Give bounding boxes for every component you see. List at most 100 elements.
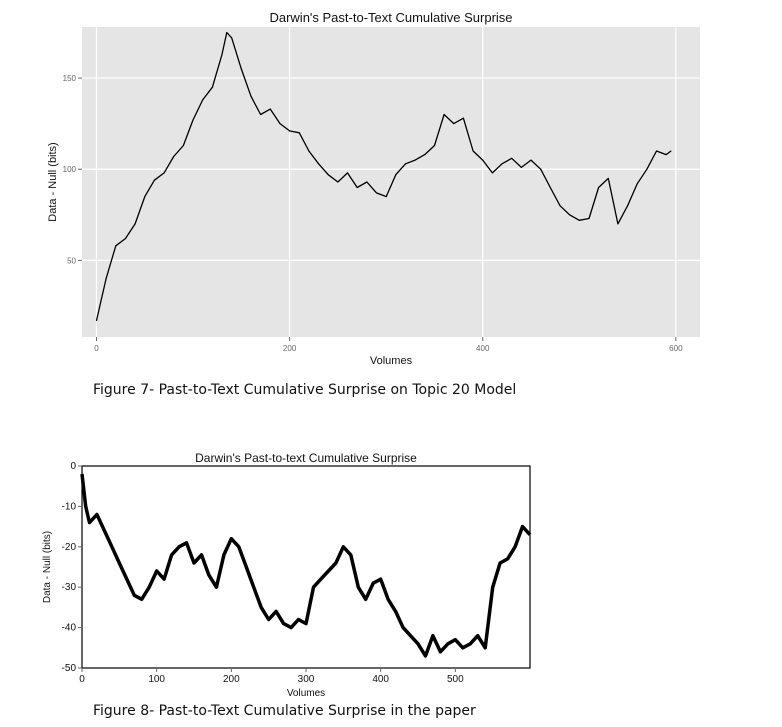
fig7-data-point bbox=[327, 174, 329, 176]
fig8-data-point bbox=[410, 635, 411, 637]
fig7-data-point bbox=[221, 53, 223, 55]
fig8-data-point bbox=[372, 582, 374, 584]
figure-8-chart: 0 100 200 300 400 500 0 -10 -20 -30 -40 -50 Darwin's… bbox=[42, 452, 532, 699]
fig8-data-point bbox=[402, 627, 404, 629]
fig8-data-point bbox=[447, 643, 449, 645]
fig7-data-point bbox=[269, 108, 271, 110]
fig8-data-point bbox=[238, 546, 240, 548]
fig8-data-point bbox=[499, 562, 501, 564]
fig8-data-point bbox=[454, 639, 456, 641]
fig7-data-point bbox=[472, 150, 474, 152]
fig7-data-point bbox=[385, 196, 387, 198]
fig7-data-point bbox=[260, 114, 262, 115]
fig8-data-point bbox=[298, 619, 299, 620]
fig8-data-point bbox=[126, 578, 128, 580]
fig7-data-point bbox=[289, 130, 291, 132]
fig7-data-point bbox=[366, 181, 368, 183]
fig7-data-point bbox=[308, 150, 310, 152]
fig8-data-point bbox=[118, 562, 120, 564]
fig8-data-point bbox=[163, 578, 165, 580]
fig8-data-point bbox=[320, 578, 322, 580]
fig7-data-point bbox=[279, 123, 281, 125]
fig7-data-point bbox=[250, 95, 252, 97]
fig8-data-point bbox=[96, 514, 98, 515]
fig8-data-point bbox=[335, 562, 337, 564]
fig8-y-tick-label: -50 bbox=[62, 663, 77, 674]
fig7-title: Darwin's Past-to-Text Cumulative Surpris… bbox=[269, 10, 512, 25]
fig7-data-point bbox=[318, 163, 320, 165]
fig7-y-tick-label: 150 bbox=[63, 74, 77, 83]
fig8-data-point bbox=[223, 554, 225, 556]
fig7-y-tick-label: 50 bbox=[67, 256, 76, 265]
fig7-data-point bbox=[501, 163, 503, 165]
figure-8-caption: Figure 8- Past-to-Text Cumulative Surpri… bbox=[93, 703, 476, 719]
fig8-data-point bbox=[171, 554, 173, 556]
fig7-data-point bbox=[530, 159, 532, 161]
fig8-data-point bbox=[350, 554, 352, 556]
fig8-x-tick-label: 100 bbox=[148, 674, 165, 685]
fig8-x-tick-label: 200 bbox=[223, 674, 240, 685]
fig8-data-point bbox=[417, 643, 419, 645]
fig8-data-point bbox=[492, 586, 494, 588]
fig8-data-point bbox=[81, 473, 83, 475]
fig8-data-point bbox=[283, 623, 285, 625]
fig8-y-tick-label: -20 bbox=[62, 542, 77, 553]
fig7-data-point bbox=[607, 177, 609, 179]
fig7-data-point bbox=[125, 238, 126, 239]
fig8-data-point bbox=[215, 586, 217, 588]
fig8-data-point bbox=[103, 530, 105, 532]
fig8-data-point bbox=[469, 643, 471, 645]
fig7-data-point bbox=[96, 320, 97, 322]
fig8-data-point bbox=[268, 619, 270, 620]
fig7-data-point bbox=[395, 174, 397, 176]
fig8-y-tick-label: -40 bbox=[62, 623, 77, 634]
fig8-data-point bbox=[230, 538, 232, 540]
fig7-data-point bbox=[511, 157, 513, 159]
fig7-x-tick-label: 600 bbox=[669, 344, 683, 353]
fig7-data-point bbox=[617, 223, 619, 225]
fig8-data-point bbox=[141, 598, 143, 600]
fig8-data-point bbox=[111, 546, 113, 548]
fig8-data-point bbox=[186, 542, 187, 544]
fig7-data-point bbox=[520, 166, 522, 168]
fig7-data-point bbox=[405, 163, 406, 165]
fig7-data-point bbox=[646, 168, 648, 170]
fig7-data-point bbox=[559, 205, 561, 207]
fig8-data-point bbox=[89, 522, 90, 524]
fig8-series-line bbox=[80, 473, 532, 658]
fig8-y-tick-label: -30 bbox=[62, 582, 77, 593]
fig7-plot-area bbox=[82, 27, 700, 337]
fig7-data-point bbox=[453, 123, 455, 125]
fig8-data-point bbox=[327, 570, 329, 572]
fig7-data-point bbox=[356, 187, 358, 188]
fig7-data-point bbox=[337, 181, 339, 183]
fig7-x-tick-label: 400 bbox=[476, 344, 490, 353]
fig7-data-point bbox=[226, 32, 228, 33]
fig7-data-point bbox=[153, 179, 155, 181]
fig8-data-point bbox=[313, 586, 314, 588]
fig7-data-point bbox=[665, 154, 667, 156]
fig8-x-tick-label: 400 bbox=[372, 674, 389, 685]
fig8-data-point bbox=[522, 526, 523, 528]
fig7-data-point bbox=[134, 223, 136, 225]
fig7-data-point bbox=[298, 132, 300, 134]
fig8-data-point bbox=[193, 562, 195, 564]
fig7-data-point bbox=[240, 68, 242, 70]
fig8-data-point bbox=[425, 655, 426, 657]
fig8-data-point bbox=[484, 647, 486, 649]
fig8-data-point bbox=[305, 623, 307, 625]
fig8-data-point bbox=[208, 574, 210, 576]
fig8-plot-area bbox=[81, 465, 531, 669]
fig7-data-point bbox=[434, 145, 435, 146]
fig7-data-point bbox=[347, 172, 348, 174]
fig7-data-point bbox=[636, 183, 638, 185]
fig8-data-point bbox=[260, 606, 262, 608]
fig7-data-point bbox=[443, 114, 445, 115]
fig7-data-point bbox=[588, 218, 590, 219]
figure-7-chart: 0 200 400 600 50 100 150 Darwin's Past-to-Text … bbox=[47, 10, 700, 367]
fig8-data-point bbox=[514, 546, 516, 548]
fig8-data-point bbox=[148, 586, 150, 588]
fig8-data-point bbox=[357, 586, 359, 588]
fig7-x-axis-label: Volumes bbox=[370, 355, 413, 367]
fig8-data-point bbox=[477, 635, 479, 637]
